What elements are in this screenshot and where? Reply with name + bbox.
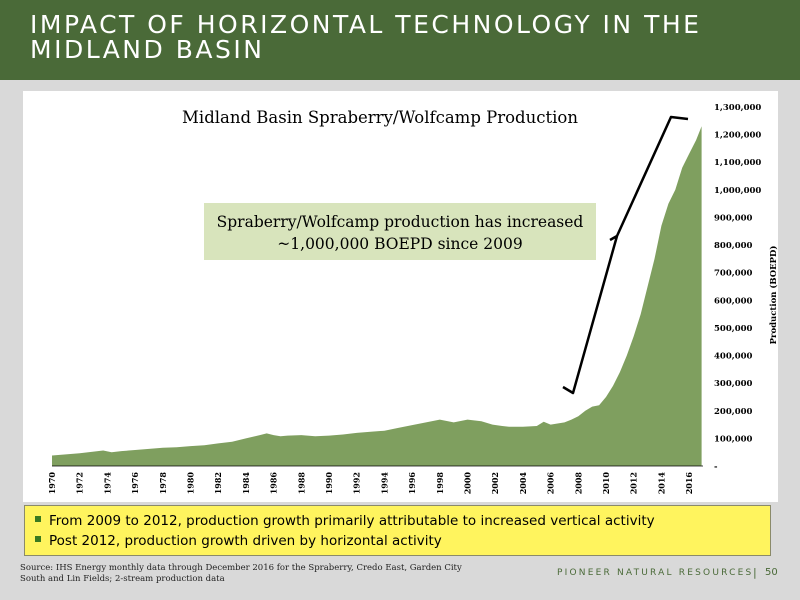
x-tick-label: 1994	[379, 472, 389, 495]
bullet-box: From 2009 to 2012, production growth pri…	[24, 505, 771, 556]
company-name: PIONEER NATURAL RESOURCES	[557, 568, 754, 578]
x-tick-label: 1986	[269, 472, 279, 495]
x-tick-label: 2010	[601, 472, 611, 495]
x-tick-label: 1980	[186, 472, 196, 495]
x-tick-label: 1978	[158, 472, 168, 495]
x-tick-label: 2014	[656, 472, 666, 495]
annotation-bracket	[562, 115, 689, 395]
x-tick-label: 1990	[324, 472, 334, 495]
annotation-box	[204, 203, 596, 260]
y-tick-label: 600,000	[714, 296, 753, 306]
slide-title: IMPACT OF HORIZONTAL TECHNOLOGY IN THE M…	[30, 10, 702, 64]
area-layer	[52, 126, 702, 467]
annotation-layer: Spraberry/Wolfcamp production has increa…	[204, 115, 689, 395]
y-tick-label: 1,300,000	[714, 103, 761, 113]
x-tick-label: 2006	[546, 472, 556, 495]
footer-separator: |	[753, 566, 757, 579]
x-tick-label: 1972	[75, 472, 85, 494]
x-tick-label: 2008	[573, 472, 583, 495]
x-tick-label: 1996	[407, 472, 417, 495]
chart-title: Midland Basin Spraberry/Wolfcamp Product…	[182, 108, 578, 127]
y-tick-label: 1,200,000	[714, 131, 761, 141]
source-note: Source: IHS Energy monthly data through …	[20, 563, 462, 584]
x-tick-label: 1982	[213, 472, 223, 494]
y-tick-label: 700,000	[714, 269, 753, 279]
x-tick-label: 1992	[352, 472, 362, 494]
y-tick-label: 100,000	[714, 434, 753, 444]
x-tick-label: 2000	[463, 472, 473, 495]
y-tick-label: 1,100,000	[714, 158, 761, 168]
y-tick-label: 800,000	[714, 241, 753, 251]
x-tick-label: 1970	[47, 472, 57, 495]
bullet-square-icon	[35, 516, 41, 522]
bullet-square-icon	[35, 536, 41, 542]
x-tick-label: 1984	[241, 472, 251, 495]
production-area	[52, 126, 702, 467]
page-number: 50	[765, 567, 778, 578]
x-tick-label: 1976	[130, 472, 140, 495]
bullet-text: Post 2012, production growth driven by h…	[49, 533, 442, 549]
x-tick-label: 2004	[518, 472, 528, 495]
x-tick-label: 2012	[629, 472, 639, 494]
x-tick-label: 1988	[296, 472, 306, 495]
axis-layer: 1970 1972 1974 1976 1978 1980 1982 1984 1986 1988…	[47, 103, 761, 494]
annotation-line: ~1,000,000 BOEPD since 2009	[277, 235, 522, 253]
x-tick-label: 2016	[684, 472, 694, 495]
y-tick-label: 400,000	[714, 352, 753, 362]
bullet-item: Post 2012, production growth driven by h…	[35, 531, 770, 551]
x-tick-label: 1974	[102, 472, 112, 495]
y-tick-label: 300,000	[714, 379, 753, 389]
y-tick-label: 200,000	[714, 407, 753, 417]
y-tick-label: 500,000	[714, 324, 753, 334]
y-tick-label: -	[714, 462, 718, 472]
annotation-text: Spraberry/Wolfcamp production has increa…	[217, 213, 584, 253]
header-bar: IMPACT OF HORIZONTAL TECHNOLOGY IN THE M…	[0, 0, 800, 80]
y-tick-label: 1,000,000	[714, 186, 761, 196]
annotation-line: Spraberry/Wolfcamp production has increa…	[217, 213, 584, 231]
x-tick-label: 1998	[435, 472, 445, 495]
bullet-text: From 2009 to 2012, production growth pri…	[49, 513, 655, 529]
bullet-item: From 2009 to 2012, production growth pri…	[35, 511, 770, 531]
x-tick-label: 2002	[490, 472, 500, 494]
y-tick-label: 900,000	[714, 214, 753, 224]
y-axis-label: Production (BOEPD)	[768, 246, 779, 345]
